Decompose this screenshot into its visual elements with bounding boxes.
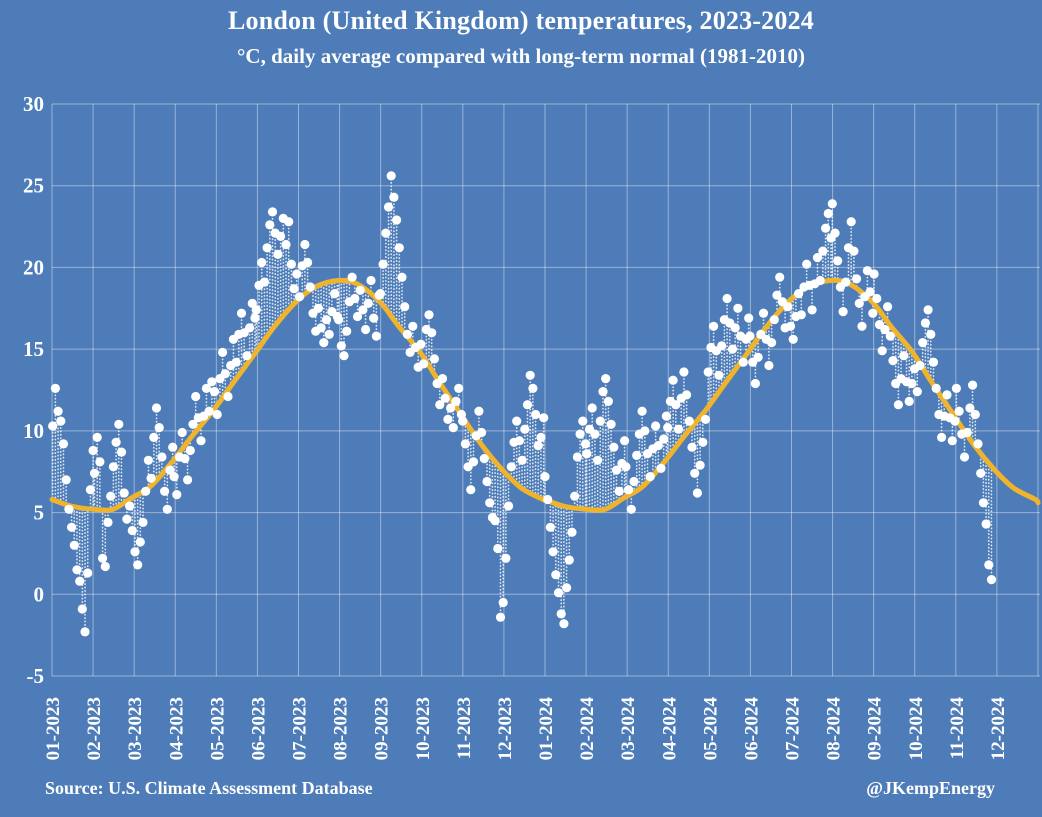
daily-points [48, 171, 997, 637]
svg-text:02-2024: 02-2024 [577, 697, 598, 761]
svg-text:02-2023: 02-2023 [84, 697, 105, 760]
chart-title: London (United Kingdom) temperatures, 20… [228, 6, 814, 35]
svg-text:04-2023: 04-2023 [166, 697, 187, 760]
svg-text:05-2024: 05-2024 [700, 697, 721, 761]
svg-text:15: 15 [23, 337, 44, 361]
svg-text:01-2023: 01-2023 [43, 697, 64, 760]
svg-text:11-2024: 11-2024 [947, 697, 968, 760]
svg-text:09-2023: 09-2023 [372, 697, 393, 760]
svg-text:30: 30 [23, 92, 44, 116]
svg-text:10-2023: 10-2023 [413, 697, 434, 760]
svg-text:10-2024: 10-2024 [906, 697, 927, 761]
svg-text:11-2023: 11-2023 [454, 697, 475, 759]
svg-text:5: 5 [34, 501, 45, 525]
svg-text:05-2023: 05-2023 [207, 697, 228, 760]
svg-text:08-2023: 08-2023 [331, 697, 352, 760]
source-note: Source: U.S. Climate Assessment Database [45, 778, 373, 798]
svg-text:09-2024: 09-2024 [865, 697, 886, 761]
svg-text:06-2023: 06-2023 [248, 697, 269, 760]
x-axis-labels: 01-2023 02-2023 03-2023 04-2023 05-2023 06-20… [43, 697, 1009, 761]
svg-text:07-2024: 07-2024 [783, 697, 804, 761]
svg-text:07-2023: 07-2023 [290, 697, 311, 760]
chart-subtitle: °C, daily average compared with long-ter… [237, 44, 805, 68]
svg-text:20: 20 [23, 255, 44, 279]
svg-text:03-2024: 03-2024 [618, 697, 639, 761]
svg-text:12-2023: 12-2023 [495, 697, 516, 760]
svg-text:10: 10 [23, 419, 44, 443]
svg-text:04-2024: 04-2024 [659, 697, 680, 761]
gridlines [51, 103, 1040, 677]
svg-text:06-2024: 06-2024 [741, 697, 762, 761]
svg-text:25: 25 [23, 174, 44, 198]
svg-text:01-2024: 01-2024 [536, 697, 557, 761]
svg-text:0: 0 [34, 582, 45, 606]
y-axis-labels: 30 25 20 15 10 5 0 -5 [23, 92, 44, 688]
svg-text:03-2023: 03-2023 [125, 697, 146, 760]
svg-text:-5: -5 [27, 664, 45, 688]
svg-text:12-2024: 12-2024 [988, 697, 1009, 761]
author-credit: @JKempEnergy [866, 778, 995, 798]
svg-text:08-2024: 08-2024 [824, 697, 845, 761]
